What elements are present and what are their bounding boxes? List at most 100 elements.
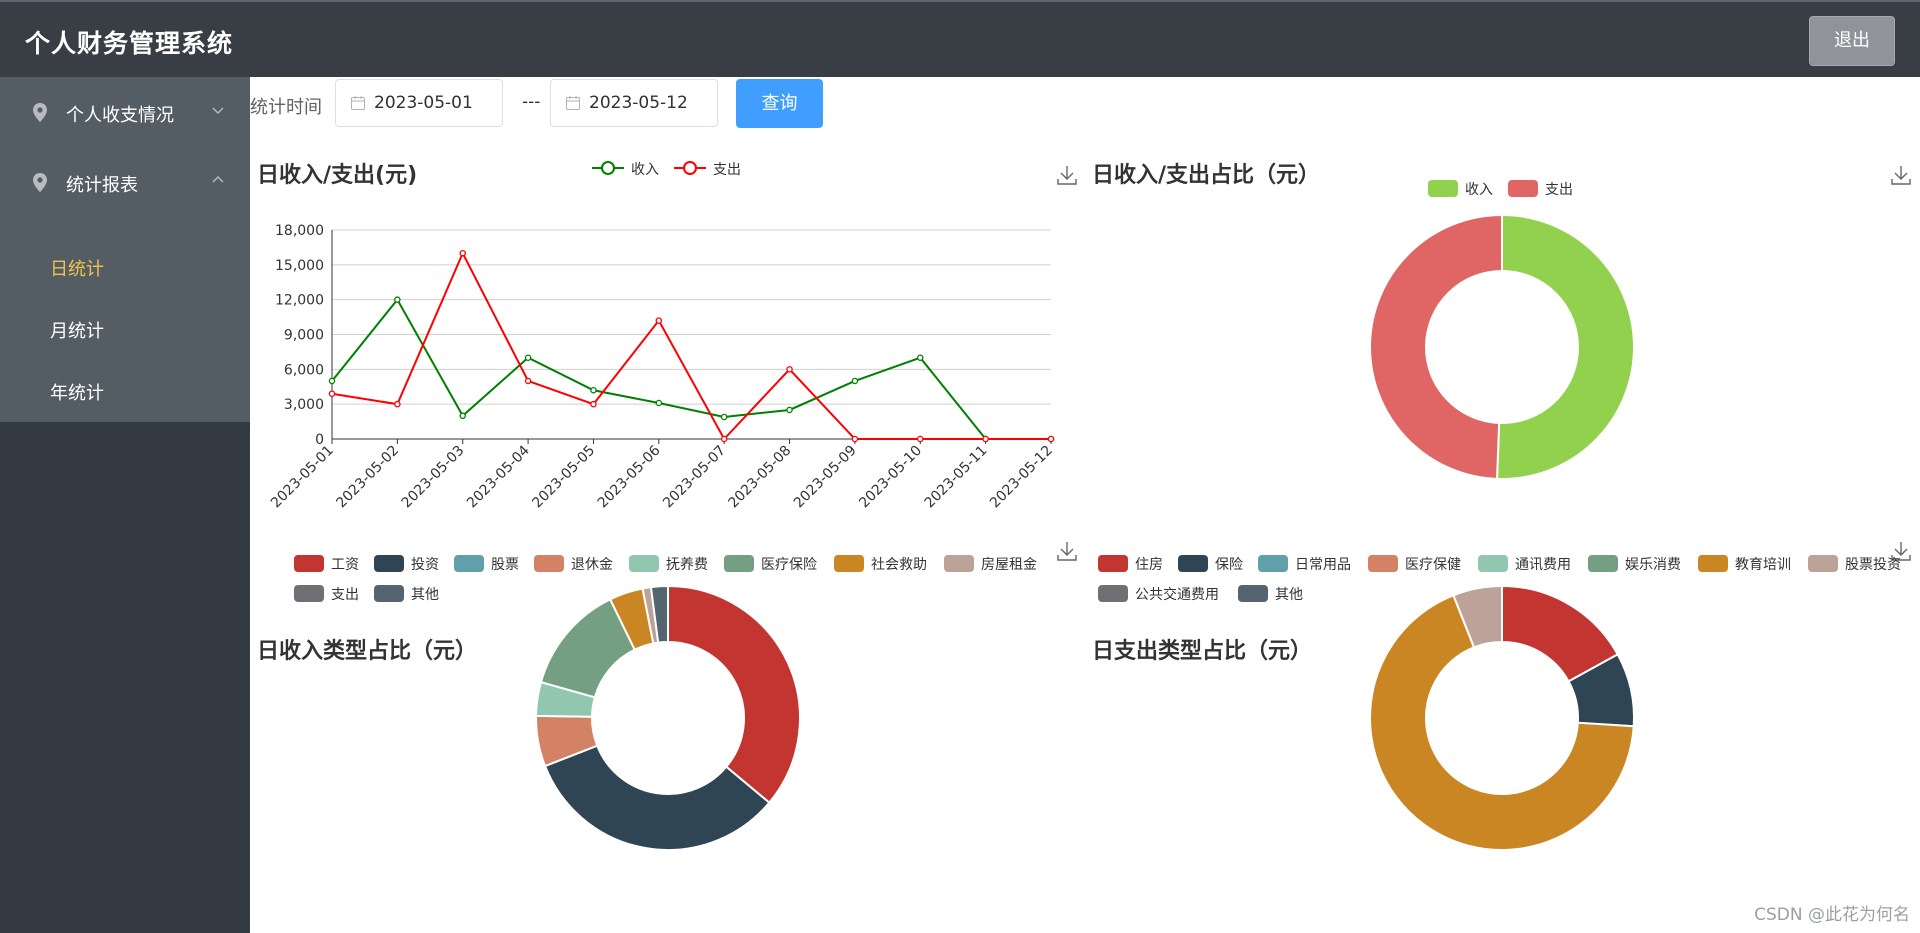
legend-swatch (374, 585, 404, 602)
menu-income-expense[interactable]: 个人收支情况 (0, 77, 250, 147)
legend-swatch (1178, 555, 1208, 572)
legend-swatch (944, 555, 974, 572)
legend-label: 通讯费用 (1515, 557, 1571, 573)
legend-swatch (294, 555, 324, 572)
pie-slice (543, 744, 771, 851)
data-point (917, 354, 924, 361)
chevron-up-icon (212, 176, 224, 183)
y-tick-label: 0 (315, 432, 324, 448)
logout-button[interactable]: 退出 (1809, 16, 1895, 66)
data-point (720, 435, 728, 443)
end-date-value: 2023-05-12 (589, 93, 688, 113)
legend-label: 其他 (1275, 587, 1303, 603)
legend-label: 支出 (331, 587, 359, 603)
legend-swatch (294, 585, 324, 602)
sub-item-label: 月统计 (50, 321, 104, 342)
query-button[interactable]: 查询 (736, 79, 823, 128)
start-date-input[interactable]: 2023-05-01 (335, 79, 503, 127)
sub-item-label: 日统计 (50, 259, 104, 280)
legend-line-icon (674, 161, 706, 175)
legend-label: 公共交通费用 (1135, 587, 1219, 603)
x-tick-label: 2023-05-04 (464, 442, 533, 511)
line-chart: 0 3,000 6,000 9,000 12,000 15,000 18,000 2023-0… (268, 223, 1056, 512)
legend-label: 退休金 (571, 557, 613, 573)
ratio-chart-legend: 收入 支出 (1428, 178, 1628, 202)
legend-label: 股票 (491, 557, 519, 573)
chevron-down-icon (212, 107, 224, 114)
income-type-legend: 工资 投资 股票 退休金 抚养费 医疗保险 社会救助 房屋租金 支出 其他 (294, 553, 1074, 607)
top-header: 个人财务管理系统 退出 (0, 0, 1920, 77)
download-icon[interactable] (1056, 540, 1078, 562)
pie-slice (1452, 584, 1503, 649)
expense-type-chart-title: 日支出类型占比（元） (1092, 639, 1313, 664)
line-chart-title: 日收入/支出(元) (257, 163, 418, 188)
data-point (982, 435, 989, 443)
legend-label: 收入 (631, 162, 659, 178)
legend-swatch (1478, 555, 1508, 572)
data-point (459, 249, 466, 257)
legend-swatch (1368, 555, 1398, 572)
data-point (1047, 435, 1055, 443)
legend-label: 医疗保健 (1405, 557, 1461, 573)
pie-slice (667, 584, 801, 805)
sidebar-item-monthly[interactable]: 月统计 (0, 297, 250, 359)
x-tick-label: 2023-05-01 (268, 443, 337, 512)
x-tick-label: 2023-05-05 (529, 443, 598, 512)
location-icon (33, 103, 47, 122)
end-date-input[interactable]: 2023-05-12 (550, 79, 718, 127)
legend-swatch (1698, 555, 1728, 572)
legend-label: 投资 (411, 557, 439, 573)
legend-swatch (1508, 180, 1538, 197)
data-point (524, 377, 532, 385)
x-tick-label: 2023-05-03 (399, 443, 468, 512)
legend-swatch (629, 555, 659, 572)
ratio-pie-chart (1369, 213, 1635, 480)
date-separator: --- (522, 92, 541, 112)
sub-item-label: 年统计 (50, 383, 104, 404)
data-point (590, 386, 597, 394)
line-chart-legend: 收入 支出 (592, 158, 812, 182)
data-point (851, 377, 859, 385)
data-point (394, 400, 401, 408)
download-icon[interactable] (1890, 540, 1912, 562)
sidebar-menu: 个人收支情况 统计报表 日统计 月统计 年统计 (0, 77, 250, 422)
legend-label: 日常用品 (1295, 557, 1351, 573)
legend-swatch (454, 555, 484, 572)
calendar-icon (566, 96, 580, 110)
sidebar-item-daily[interactable]: 日统计 (0, 235, 250, 297)
legend-swatch (1428, 180, 1458, 197)
legend-label: 收入 (1465, 182, 1493, 198)
legend-swatch (1258, 555, 1288, 572)
data-point (655, 399, 663, 407)
legend-swatch (534, 555, 564, 572)
y-tick-label: 15,000 (275, 258, 324, 274)
legend-label: 股票投资 (1845, 557, 1901, 573)
pie-slice (1495, 213, 1635, 480)
menu-reports[interactable]: 统计报表 (0, 147, 250, 217)
income-type-pie-chart (535, 584, 801, 851)
pie-slice (1369, 593, 1635, 851)
calendar-icon (351, 96, 365, 110)
legend-swatch (1098, 555, 1128, 572)
ratio-chart-title: 日收入/支出占比（元） (1092, 163, 1321, 188)
y-tick-label: 12,000 (275, 293, 324, 309)
download-icon[interactable] (1056, 164, 1078, 186)
menu-label: 个人收支情况 (66, 105, 174, 126)
data-point (720, 413, 728, 421)
menu-label: 统计报表 (66, 175, 138, 196)
x-tick-label: 2023-05-10 (856, 443, 925, 512)
legend-label: 抚养费 (666, 557, 708, 573)
y-tick-label: 6,000 (284, 362, 324, 378)
download-icon[interactable] (1890, 164, 1912, 186)
sidebar-item-yearly[interactable]: 年统计 (0, 359, 250, 421)
legend-label: 支出 (1545, 182, 1573, 198)
legend-label: 娱乐消费 (1625, 557, 1681, 573)
legend-line-icon (592, 161, 624, 175)
data-point (524, 354, 532, 361)
pie-slice (649, 584, 669, 644)
x-tick-label: 2023-05-09 (791, 443, 860, 512)
series-line-income (331, 297, 1051, 440)
start-date-value: 2023-05-01 (374, 93, 473, 113)
data-point (917, 435, 924, 443)
x-tick-label: 2023-05-07 (660, 443, 729, 512)
